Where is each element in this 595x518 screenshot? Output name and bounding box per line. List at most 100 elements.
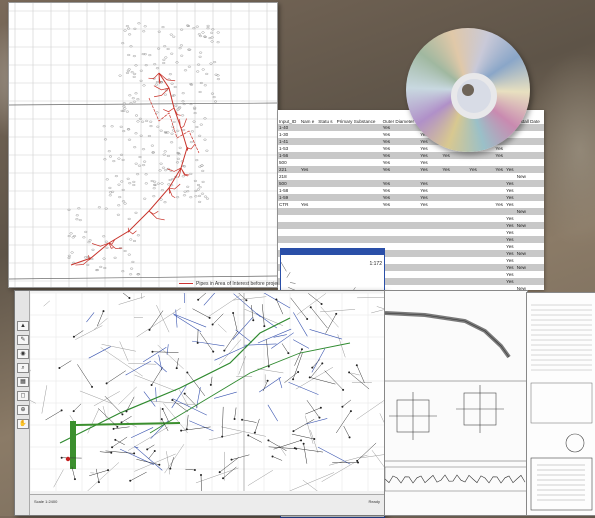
symbol-dot: [126, 25, 129, 27]
table-cell: 1-53: [278, 145, 300, 152]
toolbar-button-icon[interactable]: ✋: [17, 419, 29, 429]
table-cell: [505, 159, 516, 166]
symbol-dot: [174, 86, 177, 88]
symbol-dot: [150, 125, 153, 127]
callout-leader: [248, 435, 262, 442]
callout-dot: [116, 426, 118, 428]
toolbar-button-icon[interactable]: ⊕: [17, 405, 29, 415]
symbol-dot: [157, 183, 160, 185]
callout-dot: [241, 419, 243, 421]
symbol-dot: [102, 236, 105, 238]
callout-dot: [113, 428, 115, 430]
symbol-dot: [118, 196, 121, 198]
parcel-line: [305, 416, 313, 444]
symbol-dot: [142, 31, 145, 33]
pipe-line-blue: [318, 447, 350, 464]
table-cell: [516, 152, 544, 159]
table-cell: New: [516, 222, 544, 229]
toolbar-button-icon[interactable]: ✎: [17, 335, 29, 345]
symbol-dot: [133, 146, 136, 148]
symbol-dot: [129, 274, 132, 276]
symbol-dot: [162, 26, 165, 28]
gis-map-canvas[interactable]: [30, 293, 384, 491]
toolbar-button-icon[interactable]: ▦: [17, 377, 29, 387]
callout-leader: [357, 365, 365, 382]
table-cell: [516, 187, 544, 194]
table-cell: [505, 145, 516, 152]
symbol-dot: [144, 26, 147, 28]
profile-line: [290, 283, 296, 284]
table-cell: [468, 229, 494, 236]
table-cell: New: [516, 173, 544, 180]
symbol-dot: [137, 121, 140, 123]
table-cell: [317, 152, 335, 159]
gis-application-window[interactable]: ▲✎◉⌕▦◻⊕✋ Scale 1:2400 Ready: [14, 290, 386, 516]
parcel-line: [296, 367, 333, 389]
callout-leader: [172, 400, 188, 412]
selected-feature-dot: [66, 457, 70, 461]
toolbar-button-icon[interactable]: ▲: [17, 321, 29, 331]
table-cell: [516, 159, 544, 166]
callout-dot: [232, 312, 234, 314]
table-cell: [382, 215, 420, 222]
symbol-dot: [118, 158, 121, 160]
toolbar-button-icon[interactable]: ◉: [17, 349, 29, 359]
callout-leader: [122, 416, 132, 422]
symbol-dot: [201, 193, 204, 195]
callout-dot: [287, 352, 289, 354]
pipe-branch: [187, 144, 195, 149]
symbol-dot: [167, 184, 170, 186]
table-cell: Yes: [382, 124, 420, 131]
symbol-dot: [92, 249, 95, 251]
pipe-line-blue: [176, 310, 177, 328]
pipe-line-blue: [184, 293, 185, 303]
callout-dot: [121, 421, 123, 423]
table-cell: [441, 208, 468, 215]
parcel-line: [128, 363, 156, 364]
table-cell: [382, 222, 420, 229]
callout-leader: [268, 440, 286, 450]
symbol-dot: [143, 198, 146, 200]
table-cell: 1-30: [278, 131, 300, 138]
symbol-dot: [170, 142, 173, 144]
toolbar-button-icon[interactable]: ◻: [17, 391, 29, 401]
table-cell: [516, 278, 544, 285]
pipe-line-blue: [279, 378, 282, 389]
symbol-dot: [164, 169, 167, 171]
callout-dot: [267, 380, 269, 382]
toolbar-button-icon[interactable]: ⌕: [17, 363, 29, 373]
symbol-dot: [196, 71, 199, 73]
gis-map-view[interactable]: [30, 293, 384, 491]
symbol-dot: [162, 62, 165, 64]
table-cell: [441, 201, 468, 208]
callout-leader: [96, 469, 99, 482]
callout-dot: [252, 319, 254, 321]
pipe-branch: [154, 86, 169, 90]
parcel-line: [94, 318, 108, 330]
table-cell: [468, 173, 494, 180]
table-cell: [468, 215, 494, 222]
callout-dot: [176, 367, 178, 369]
symbol-dot: [76, 215, 79, 217]
callout-dot: [194, 469, 196, 471]
table-cell: [382, 229, 420, 236]
table-cell: Yes: [505, 271, 516, 278]
callout-dot: [254, 432, 256, 434]
symbol-dot: [149, 121, 152, 123]
callout-dot: [292, 430, 294, 432]
parcel-line: [120, 341, 129, 361]
table-cell: [382, 208, 420, 215]
zoom-readout: 1:172: [369, 261, 382, 267]
callout-dot: [154, 450, 156, 452]
symbol-dot: [169, 73, 172, 75]
table-cell: [300, 138, 317, 145]
table-cell: [336, 208, 382, 215]
table-cell: [336, 131, 382, 138]
symbol-dot: [131, 71, 134, 73]
pipe-branch: [163, 108, 174, 112]
table-header-cell: Nam e: [300, 110, 317, 124]
table-cell: [336, 201, 382, 208]
parcel-line: [196, 468, 239, 483]
symbol-dot: [210, 63, 213, 65]
symbol-dot: [124, 250, 127, 252]
